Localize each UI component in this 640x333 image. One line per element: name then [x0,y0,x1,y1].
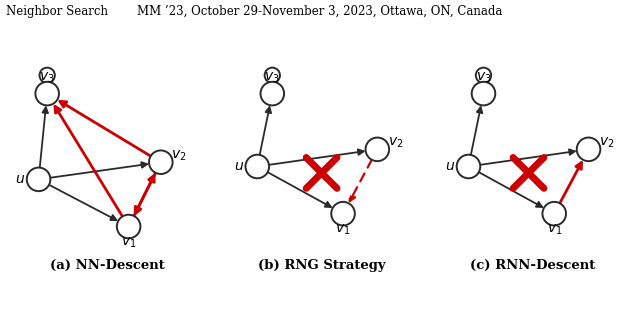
Text: $v_2$: $v_2$ [172,149,187,163]
Text: $v_2$: $v_2$ [388,136,403,150]
Text: $v_1$: $v_1$ [121,235,136,250]
FancyArrowPatch shape [49,185,116,220]
Text: (c) RNN-Descent: (c) RNN-Descent [470,258,595,271]
FancyArrowPatch shape [135,173,156,213]
Circle shape [577,138,600,161]
Text: $u$: $u$ [15,172,26,186]
FancyArrowPatch shape [260,107,271,155]
Text: $u$: $u$ [445,160,455,173]
FancyArrowPatch shape [60,101,150,156]
Circle shape [457,155,480,178]
FancyArrowPatch shape [135,173,156,214]
FancyArrowPatch shape [560,163,582,203]
Circle shape [543,202,566,225]
FancyArrowPatch shape [480,149,575,165]
Text: $v_1$: $v_1$ [335,222,351,237]
Circle shape [27,167,51,191]
Text: $v_1$: $v_1$ [547,222,562,237]
FancyArrowPatch shape [51,162,147,178]
Circle shape [149,151,173,174]
Circle shape [472,82,495,106]
Text: (b) RNG Strategy: (b) RNG Strategy [258,258,385,271]
Text: (a) NN-Descent: (a) NN-Descent [50,258,164,271]
Text: $v_3$: $v_3$ [264,70,280,85]
Circle shape [365,138,389,161]
FancyArrowPatch shape [268,172,331,207]
Text: $u$: $u$ [234,160,244,173]
Text: $v_2$: $v_2$ [599,136,614,150]
Circle shape [246,155,269,178]
FancyArrowPatch shape [349,160,372,201]
Text: MM ’23, October 29-November 3, 2023, Ottawa, ON, Canada: MM ’23, October 29-November 3, 2023, Ott… [138,5,502,18]
FancyArrowPatch shape [55,106,122,216]
FancyArrowPatch shape [471,107,483,155]
FancyArrowPatch shape [269,149,364,165]
Circle shape [117,215,140,238]
Text: $v_3$: $v_3$ [40,70,55,85]
Circle shape [332,202,355,225]
FancyArrowPatch shape [134,175,154,216]
Text: Neighbor Search: Neighbor Search [6,5,108,18]
Text: $v_3$: $v_3$ [476,70,492,85]
FancyArrowPatch shape [40,107,48,167]
FancyArrowPatch shape [479,172,542,207]
Circle shape [260,82,284,106]
Circle shape [35,82,59,106]
